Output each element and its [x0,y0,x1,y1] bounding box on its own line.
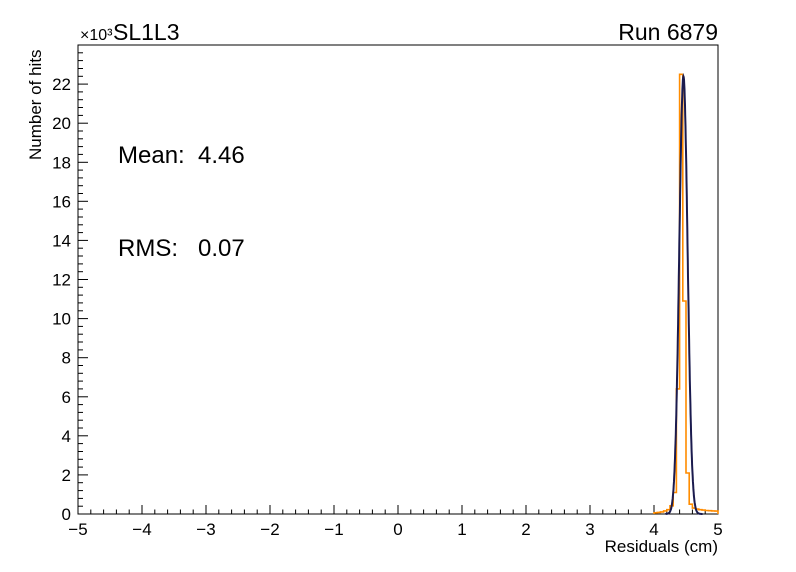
x-tick-label: −4 [132,520,151,539]
y-axis-exponent: ×10³ [80,27,113,44]
x-tick-label: −2 [260,520,279,539]
histogram-line [653,73,719,514]
mean-label: Mean: [118,142,185,169]
x-axis-title: Residuals (cm) [604,537,718,556]
rms-value: 0.07 [198,235,245,262]
x-tick-label: −5 [68,520,87,539]
x-tick-label: 0 [393,520,402,539]
y-tick-label: 10 [52,310,71,329]
run-number-label: Run 6879 [618,19,718,45]
stats-rms-line: RMS: 0.07 [118,233,245,264]
y-tick-label: 16 [52,192,71,211]
y-tick-label: 6 [62,388,71,407]
y-tick-label: 12 [52,271,71,290]
y-tick-label: 0 [62,505,71,524]
fit-curve [665,72,703,515]
stats-mean-line: Mean: 4.46 [118,140,245,171]
histogram-title: SL1L3 [113,19,180,45]
x-tick-label: 5 [713,520,722,539]
x-tick-label: −1 [324,520,343,539]
x-tick-label: 3 [585,520,594,539]
x-tick-label: 2 [521,520,530,539]
x-tick-label: 1 [457,520,466,539]
y-tick-label: 4 [62,427,71,446]
y-tick-label: 2 [62,466,71,485]
y-tick-label: 18 [52,153,71,172]
y-axis-title: Number of hits [26,49,45,160]
y-tick-label: 20 [52,114,71,133]
stats-box: Mean: 4.46 RMS: 0.07 [118,78,245,326]
x-tick-label: −3 [196,520,215,539]
y-tick-label: 22 [52,75,71,94]
x-tick-label: 4 [649,520,658,539]
rms-label: RMS: [118,235,178,262]
mean-value: 4.46 [198,142,245,169]
y-tick-label: 14 [52,231,71,250]
y-tick-label: 8 [62,349,71,368]
